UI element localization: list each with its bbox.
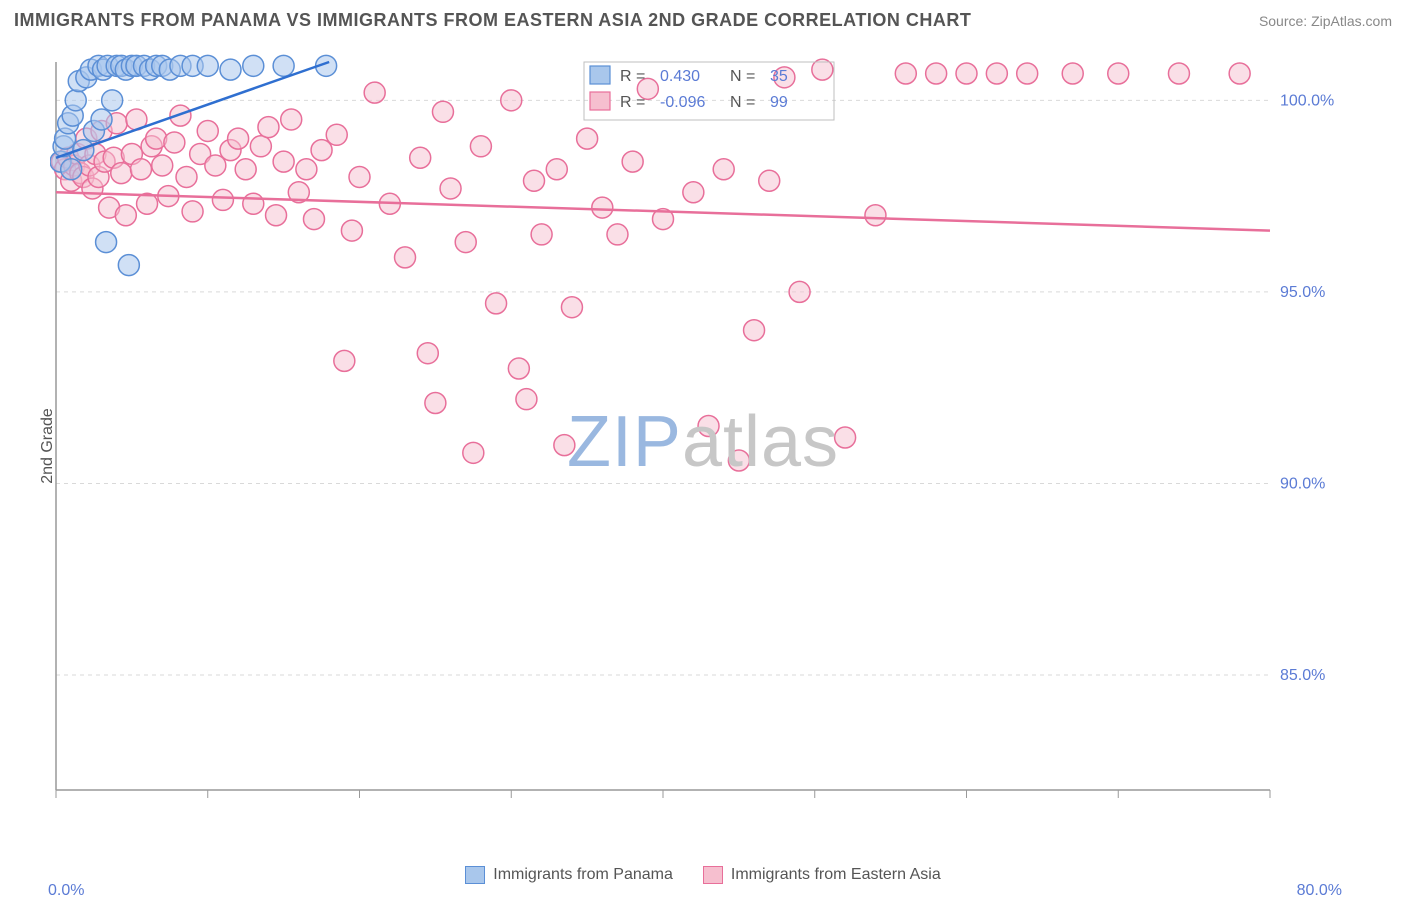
svg-text:100.0%: 100.0% <box>1280 92 1334 109</box>
x-axis-max-label: 80.0% <box>1297 882 1342 900</box>
svg-text:R =: R = <box>620 94 645 111</box>
svg-text:85.0%: 85.0% <box>1280 667 1325 684</box>
source-attribution: Source: ZipAtlas.com <box>1259 13 1392 29</box>
legend-swatch-panama <box>465 866 485 884</box>
svg-text:95.0%: 95.0% <box>1280 284 1325 301</box>
svg-text:N =: N = <box>730 94 755 111</box>
svg-text:N =: N = <box>730 68 755 85</box>
svg-text:99: 99 <box>770 94 788 111</box>
chart-title: IMMIGRANTS FROM PANAMA VS IMMIGRANTS FRO… <box>14 10 971 31</box>
svg-text:90.0%: 90.0% <box>1280 475 1325 492</box>
legend-swatch-asia <box>703 866 723 884</box>
svg-text:-0.096: -0.096 <box>660 94 705 111</box>
scatter-plot: 85.0% 90.0% 95.0% 100.0% R = 0.430 N = 35 R = -0.… <box>50 50 1340 820</box>
legend-item-asia: Immigrants from Eastern Asia <box>703 866 941 884</box>
svg-text:35: 35 <box>770 68 788 85</box>
bottom-legend: Immigrants from Panama Immigrants from E… <box>0 866 1406 884</box>
svg-text:R =: R = <box>620 68 645 85</box>
svg-text:0.430: 0.430 <box>660 68 700 85</box>
legend-item-panama: Immigrants from Panama <box>465 866 673 884</box>
x-axis-min-label: 0.0% <box>48 882 84 900</box>
legend-label-asia: Immigrants from Eastern Asia <box>731 866 941 884</box>
legend-label-panama: Immigrants from Panama <box>493 866 673 884</box>
